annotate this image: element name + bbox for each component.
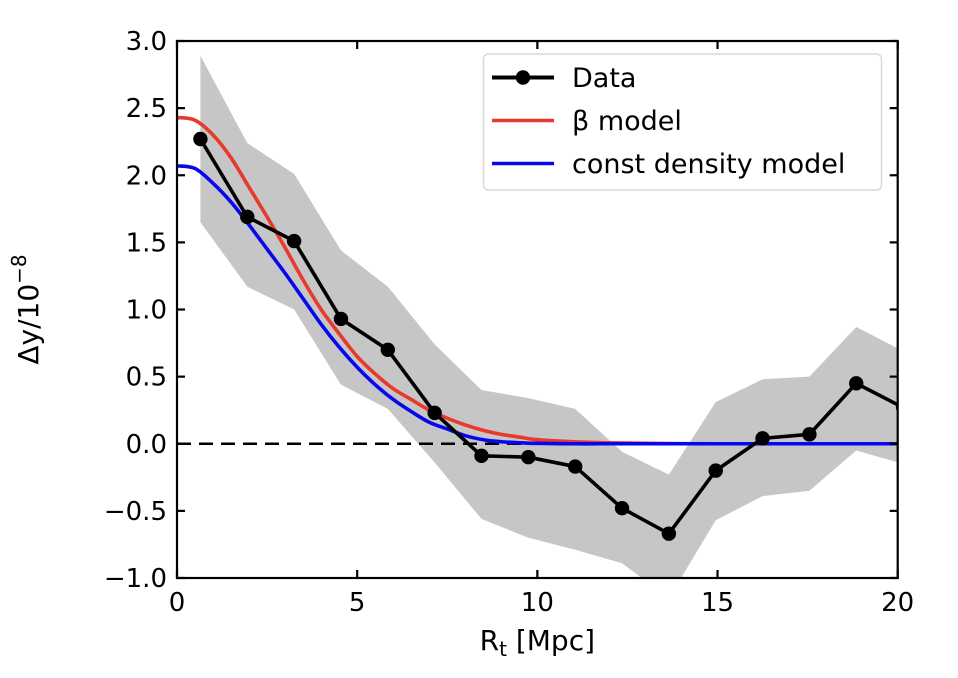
y-axis-label: Δy/10−8	[7, 254, 45, 364]
y-tick-label: 3.0	[126, 27, 167, 57]
data-marker	[849, 376, 864, 391]
x-tick-label: 15	[701, 588, 734, 618]
data-marker	[240, 209, 255, 225]
y-tick-label: −0.5	[104, 497, 167, 527]
error-band	[200, 55, 898, 578]
x-axis-label: Rt [Mpc]	[480, 624, 595, 661]
data-marker	[380, 342, 395, 357]
x-tick-label: 0	[169, 588, 186, 618]
y-tick-label: 2.0	[126, 161, 167, 191]
legend-item-label: β model	[572, 106, 682, 137]
legend-box	[482, 53, 883, 191]
y-tick-label: −1.0	[104, 564, 167, 594]
data-marker	[708, 463, 723, 478]
legend-item-label: Data	[572, 63, 636, 94]
legend-item-label: const density model	[572, 149, 845, 180]
y-tick-label: 0.0	[126, 430, 167, 460]
const-density-model-line	[177, 164, 898, 446]
y-tick-label: 0.5	[126, 363, 167, 393]
data-markers	[193, 131, 898, 541]
legend-marker-sample	[515, 70, 531, 85]
data-line	[198, 138, 898, 536]
x-tick-label: 20	[881, 588, 914, 618]
data-marker	[474, 448, 489, 464]
y-tick-label: 1.0	[126, 296, 167, 326]
data-marker	[333, 311, 349, 327]
y-tick-label: 1.5	[126, 228, 167, 258]
x-tick-label: 10	[521, 588, 554, 618]
data-marker	[614, 500, 630, 516]
data-marker	[802, 427, 817, 442]
y-tick-label: 2.5	[126, 94, 167, 124]
x-tick-label: 5	[349, 588, 366, 618]
data-marker	[661, 526, 677, 541]
data-marker	[427, 405, 442, 421]
data-marker	[755, 431, 770, 446]
data-marker	[286, 233, 302, 249]
data-marker	[567, 459, 583, 474]
data-marker	[193, 131, 208, 147]
data-marker	[521, 449, 536, 465]
